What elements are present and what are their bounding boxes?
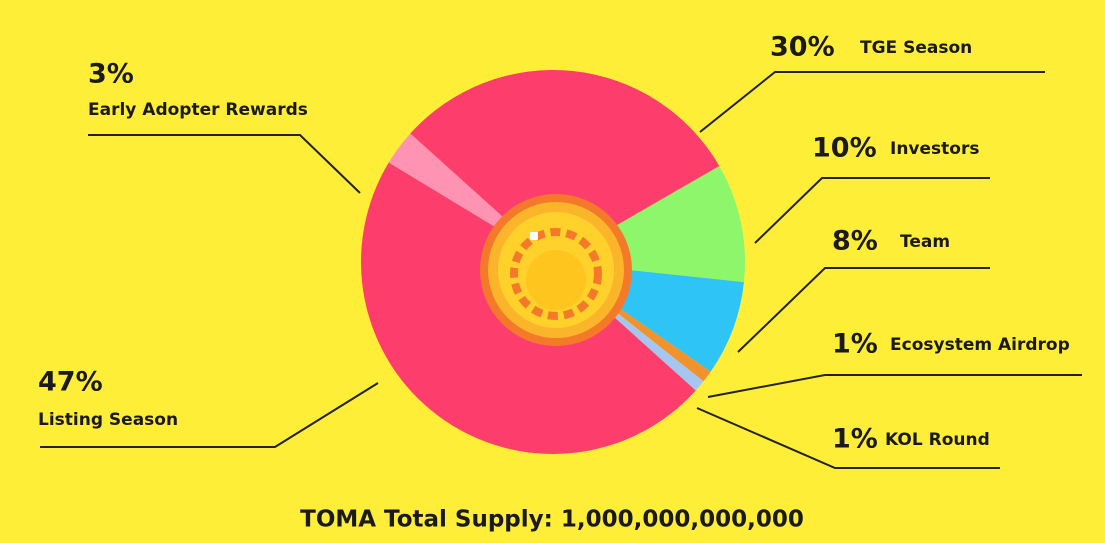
leader-line — [737, 267, 990, 353]
legend-label: Early Adopter Rewards — [88, 100, 308, 120]
leader-line — [707, 374, 1082, 398]
leader-line — [699, 71, 1045, 133]
leader-line — [88, 134, 361, 194]
leader-line — [754, 177, 990, 244]
value-label: 3% — [88, 59, 134, 90]
value-label: 1% — [832, 329, 878, 360]
legend-label: TGE Season — [860, 38, 972, 58]
coin-icon — [480, 194, 632, 346]
legend-label: Ecosystem Airdrop — [890, 335, 1070, 355]
chart-title: TOMA Total Supply: 1,000,000,000,000 — [300, 507, 804, 533]
legend-label: Listing Season — [38, 410, 178, 430]
value-label: 30% — [770, 32, 835, 63]
value-label: 10% — [812, 133, 877, 164]
leader-line — [696, 407, 1000, 469]
leader-line — [40, 382, 379, 448]
value-label: 1% — [832, 424, 878, 455]
legend-label: Team — [900, 232, 950, 252]
value-label: 8% — [832, 226, 878, 257]
value-label: 47% — [38, 367, 103, 398]
legend-label: KOL Round — [885, 430, 990, 450]
pie-slice — [410, 70, 720, 263]
legend-label: Investors — [890, 139, 979, 159]
